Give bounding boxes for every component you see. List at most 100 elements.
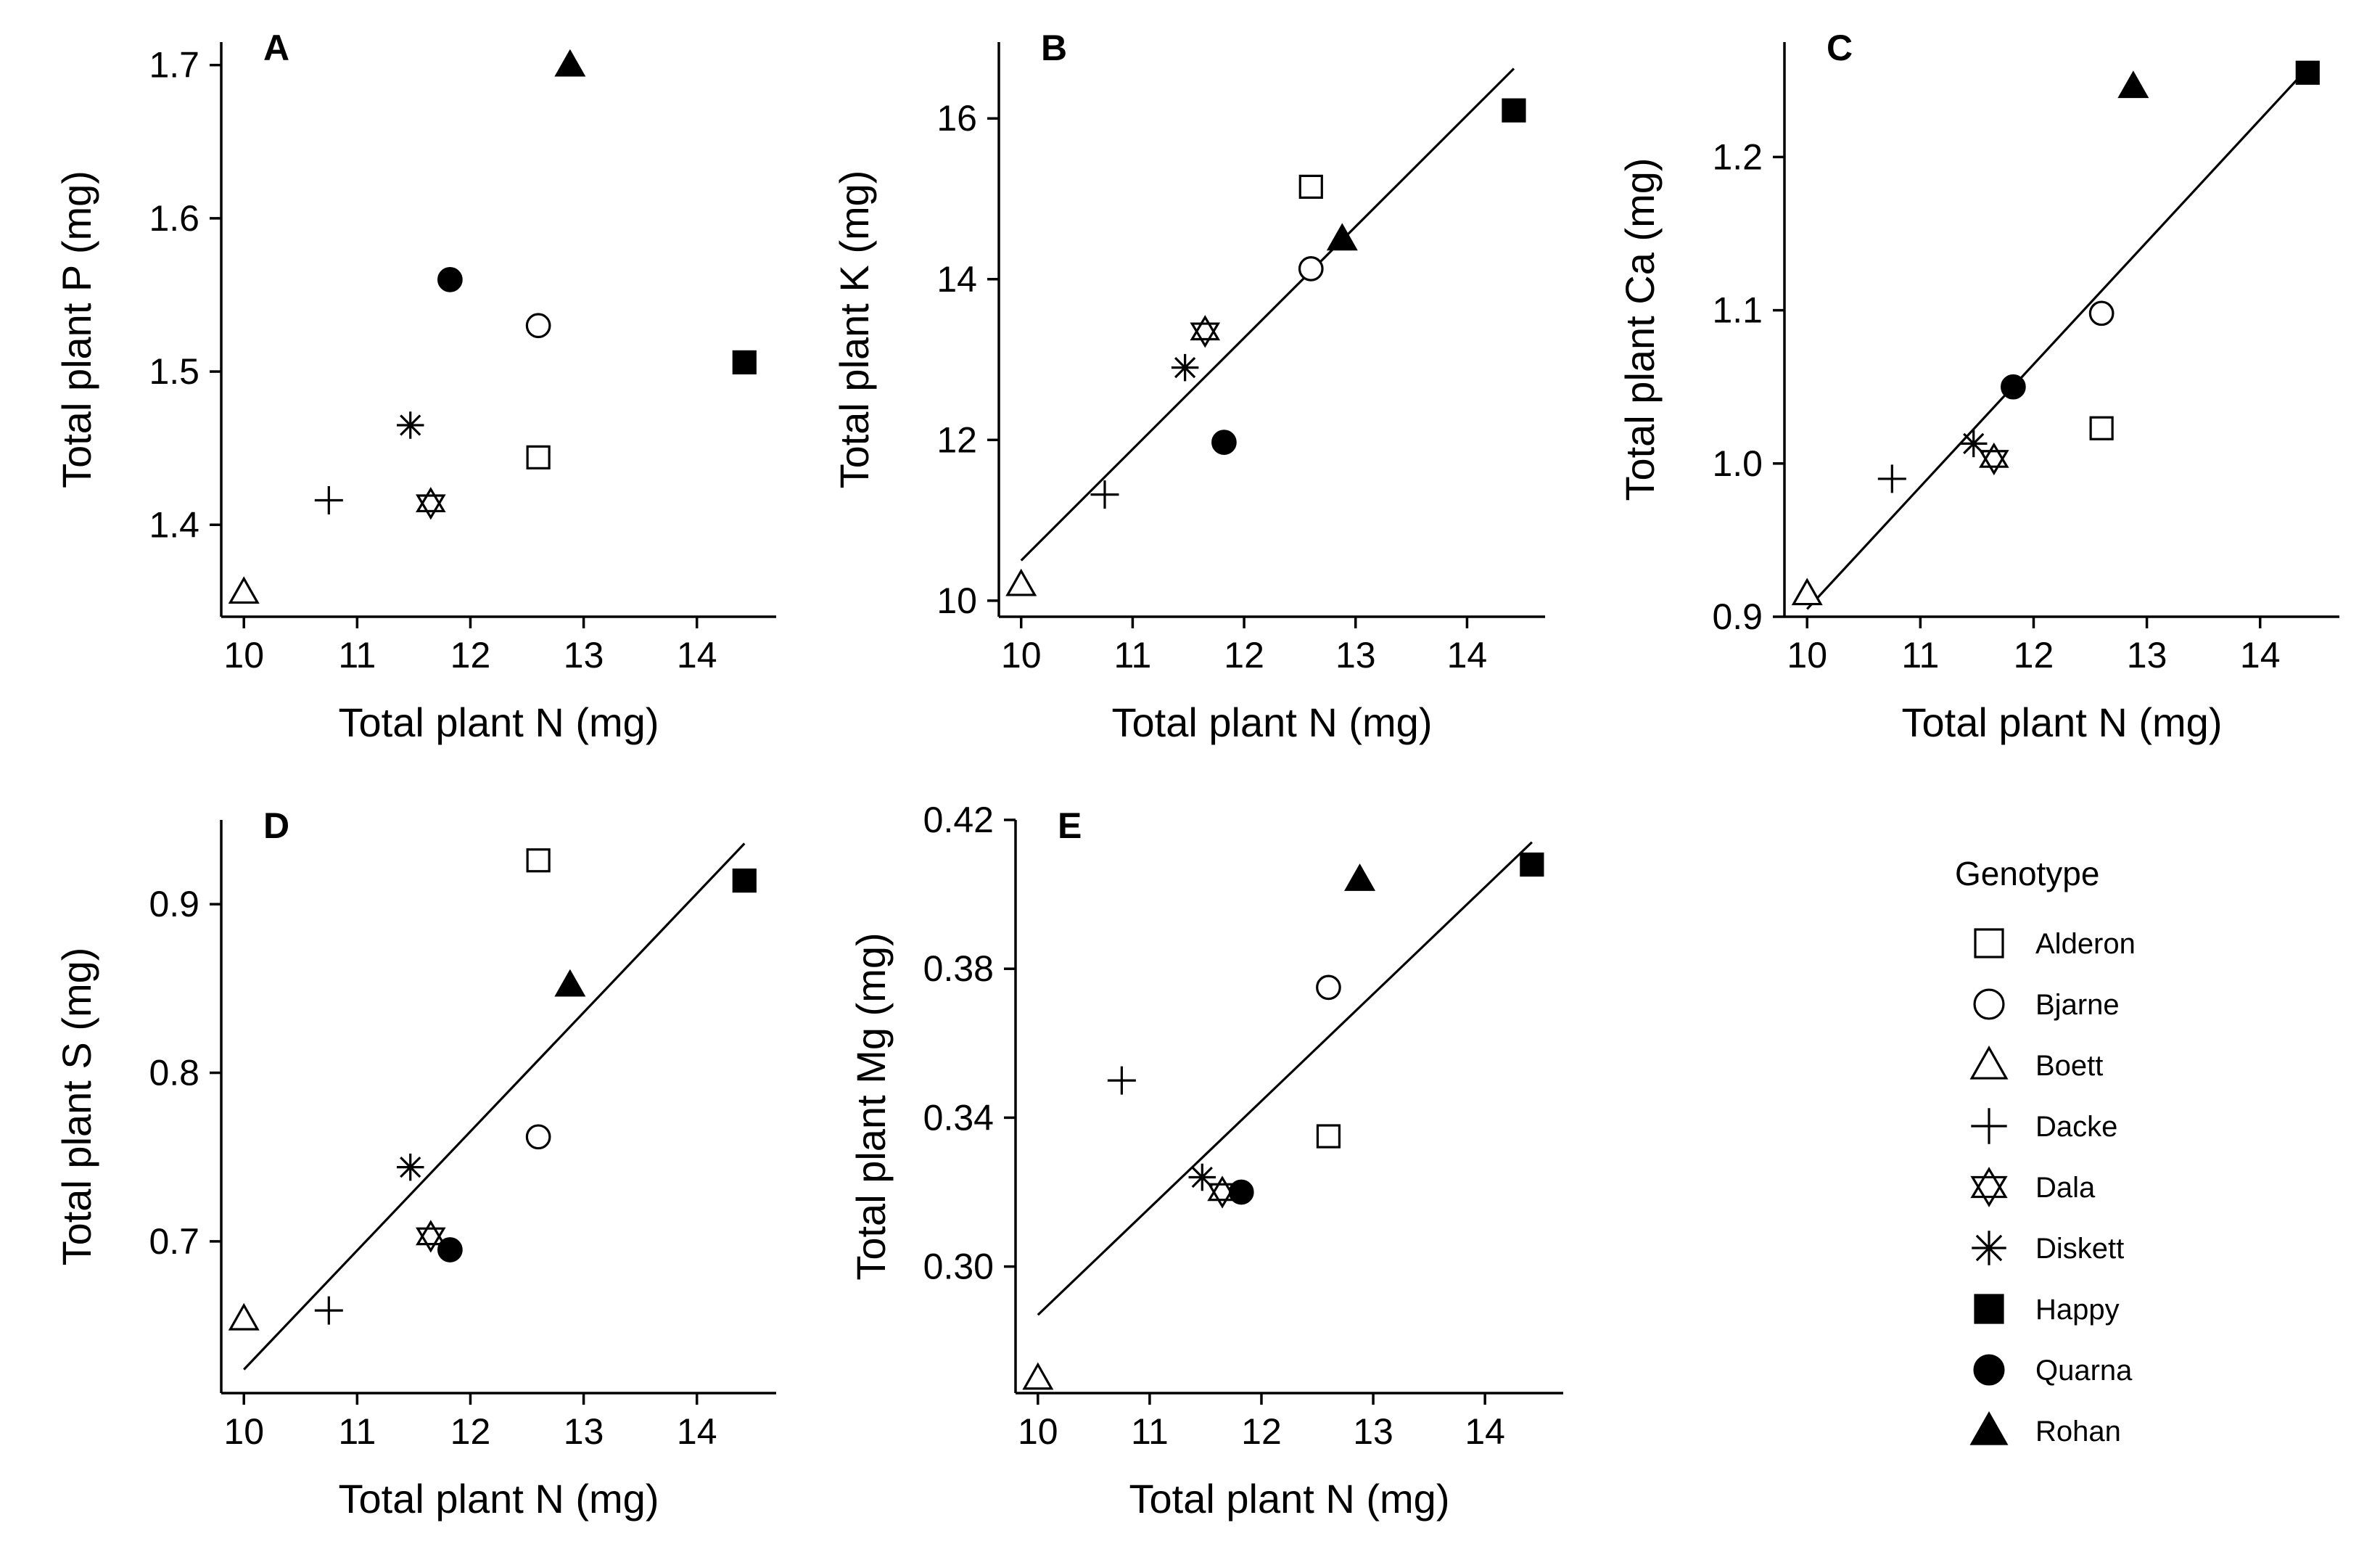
- legend-label: Quarna: [2035, 1355, 2133, 1387]
- open-square-marker: [526, 445, 551, 469]
- filled-circle-marker: [437, 1237, 463, 1262]
- asterisk-marker: [1959, 430, 1988, 458]
- asterisk-marker: [1972, 1231, 2006, 1265]
- y-tick-label: 1.4: [149, 504, 199, 545]
- x-tick-label: 10: [223, 635, 264, 676]
- data-point-boett: [1022, 1362, 1054, 1390]
- open-square-marker: [1298, 174, 1323, 199]
- star-down-triangle: [416, 1227, 446, 1253]
- x-tick-label: 10: [1787, 635, 1827, 676]
- star-up-triangle: [1979, 442, 2009, 468]
- filled-triangle-marker: [1344, 863, 1376, 891]
- x-tick-label: 13: [1335, 635, 1376, 676]
- y-tick-label: 1.1: [1712, 290, 1763, 331]
- data-point-boett: [228, 1302, 260, 1331]
- legend-item-quarna: Quarna: [1973, 1354, 2133, 1387]
- x-tick-label: 11: [1113, 635, 1151, 676]
- data-point-dala: [1190, 315, 1221, 348]
- y-tick-label: 0.7: [149, 1221, 199, 1262]
- data-point-dala: [416, 1220, 446, 1253]
- panel-c: 10 11 12 13 14 0.9 1.0 1.1 1.2 Total plant N (mg)…: [1617, 28, 2339, 745]
- data-point-boett: [1791, 578, 1823, 606]
- data-point-alderon: [526, 445, 551, 469]
- x-tick-label: 11: [1901, 635, 1939, 676]
- x-axis-title: Total plant N (mg): [1112, 699, 1433, 745]
- data-point-dacke: [1877, 464, 1906, 493]
- open-square-marker: [2089, 416, 2114, 440]
- open-circle-marker: [525, 313, 551, 339]
- asterisk-marker: [1188, 1163, 1216, 1191]
- x-tick-label: 12: [450, 635, 491, 676]
- open-square-marker: [1974, 928, 2004, 958]
- y-tick-label: 1.7: [149, 45, 199, 86]
- plus-marker: [1107, 1066, 1136, 1095]
- y-axis-title: Total plant Mg (mg): [848, 932, 894, 1280]
- y-tick-label: 0.9: [1712, 596, 1763, 637]
- star-of-david-marker: [1207, 1175, 1238, 1209]
- data-point-happy: [1502, 98, 1526, 123]
- x-axis-title: Total plant N (mg): [1129, 1476, 1450, 1522]
- y-tick-label: 10: [936, 580, 977, 621]
- star-down-triangle: [1979, 450, 2009, 476]
- open-triangle-marker: [228, 576, 260, 604]
- star-of-david-marker: [416, 1220, 446, 1253]
- data-point-diskett: [396, 411, 424, 439]
- y-tick-label: 0.30: [923, 1247, 994, 1287]
- x-tick-label: 11: [338, 1411, 376, 1452]
- data-point-quarna: [437, 1237, 463, 1262]
- filled-circle-marker: [1973, 1354, 2005, 1386]
- legend-label: Dala: [2035, 1172, 2096, 1204]
- plus-marker: [1877, 464, 1906, 493]
- x-tick-label: 14: [2240, 635, 2281, 676]
- regression-line: [243, 842, 746, 1371]
- star-down-triangle: [1970, 1175, 2008, 1207]
- asterisk-marker: [396, 1153, 424, 1181]
- legend-item-bjarne: Bjarne: [1973, 988, 2120, 1021]
- panel-d: 10 11 12 13 14 0.7 0.8 0.9 Total plant N (mg) Tot…: [54, 805, 776, 1522]
- data-point-dacke: [314, 485, 343, 514]
- legend-item-rohan: Rohan: [1969, 1411, 2121, 1448]
- data-point-quarna: [1228, 1179, 1254, 1205]
- star-up-triangle: [1207, 1175, 1238, 1202]
- legend-label: Rohan: [2035, 1416, 2121, 1448]
- open-triangle-marker: [1791, 578, 1823, 606]
- y-tick-label: 0.34: [923, 1097, 994, 1138]
- x-tick-label: 14: [677, 1411, 717, 1452]
- data-point-bjarne: [525, 1124, 551, 1150]
- legend-item-happy: Happy: [1974, 1294, 2120, 1326]
- panel-letter: A: [263, 28, 289, 68]
- star-of-david-marker: [1190, 315, 1221, 348]
- filled-square-marker: [1974, 1294, 2004, 1324]
- data-point-alderon: [526, 848, 551, 873]
- legend: Genotype Alderon Bjarne Boett Dacke Dala Diske…: [1955, 855, 2136, 1448]
- star-up-triangle: [1190, 315, 1221, 341]
- filled-triangle-marker: [554, 49, 586, 77]
- data-point-happy: [2295, 60, 2320, 85]
- y-tick-label: 0.9: [149, 884, 199, 924]
- y-axis-title: Total plant P (mg): [54, 171, 99, 488]
- y-axis-title: Total plant S (mg): [54, 948, 99, 1266]
- open-circle-marker: [1298, 256, 1324, 282]
- data-point-dala: [1207, 1175, 1238, 1209]
- x-tick-label: 13: [2127, 635, 2167, 676]
- data-point-quarna: [437, 267, 463, 292]
- regression-line: [1806, 67, 2309, 610]
- legend-item-dacke: Dacke: [1971, 1108, 2117, 1144]
- plot-panels: 10 11 12 13 14 1.4 1.5 1.6 1.7 Total plant N (mg)…: [54, 28, 2339, 1522]
- star-up-triangle: [416, 487, 446, 513]
- data-point-happy: [1520, 852, 1544, 877]
- data-point-bjarne: [1298, 256, 1324, 282]
- legend-item-alderon: Alderon: [1974, 928, 2136, 960]
- data-point-bjarne: [2088, 300, 2115, 327]
- plus-marker: [1090, 480, 1119, 509]
- panel-letter: B: [1041, 28, 1067, 68]
- legend-title: Genotype: [1955, 855, 2099, 892]
- x-tick-label: 14: [677, 635, 717, 676]
- x-tick-label: 12: [1224, 635, 1264, 676]
- legend-item-boett: Boett: [1969, 1046, 2103, 1082]
- filled-square-marker: [732, 869, 757, 893]
- x-tick-label: 13: [564, 635, 604, 676]
- filled-square-marker: [1502, 98, 1526, 123]
- open-square-marker: [1316, 1124, 1341, 1149]
